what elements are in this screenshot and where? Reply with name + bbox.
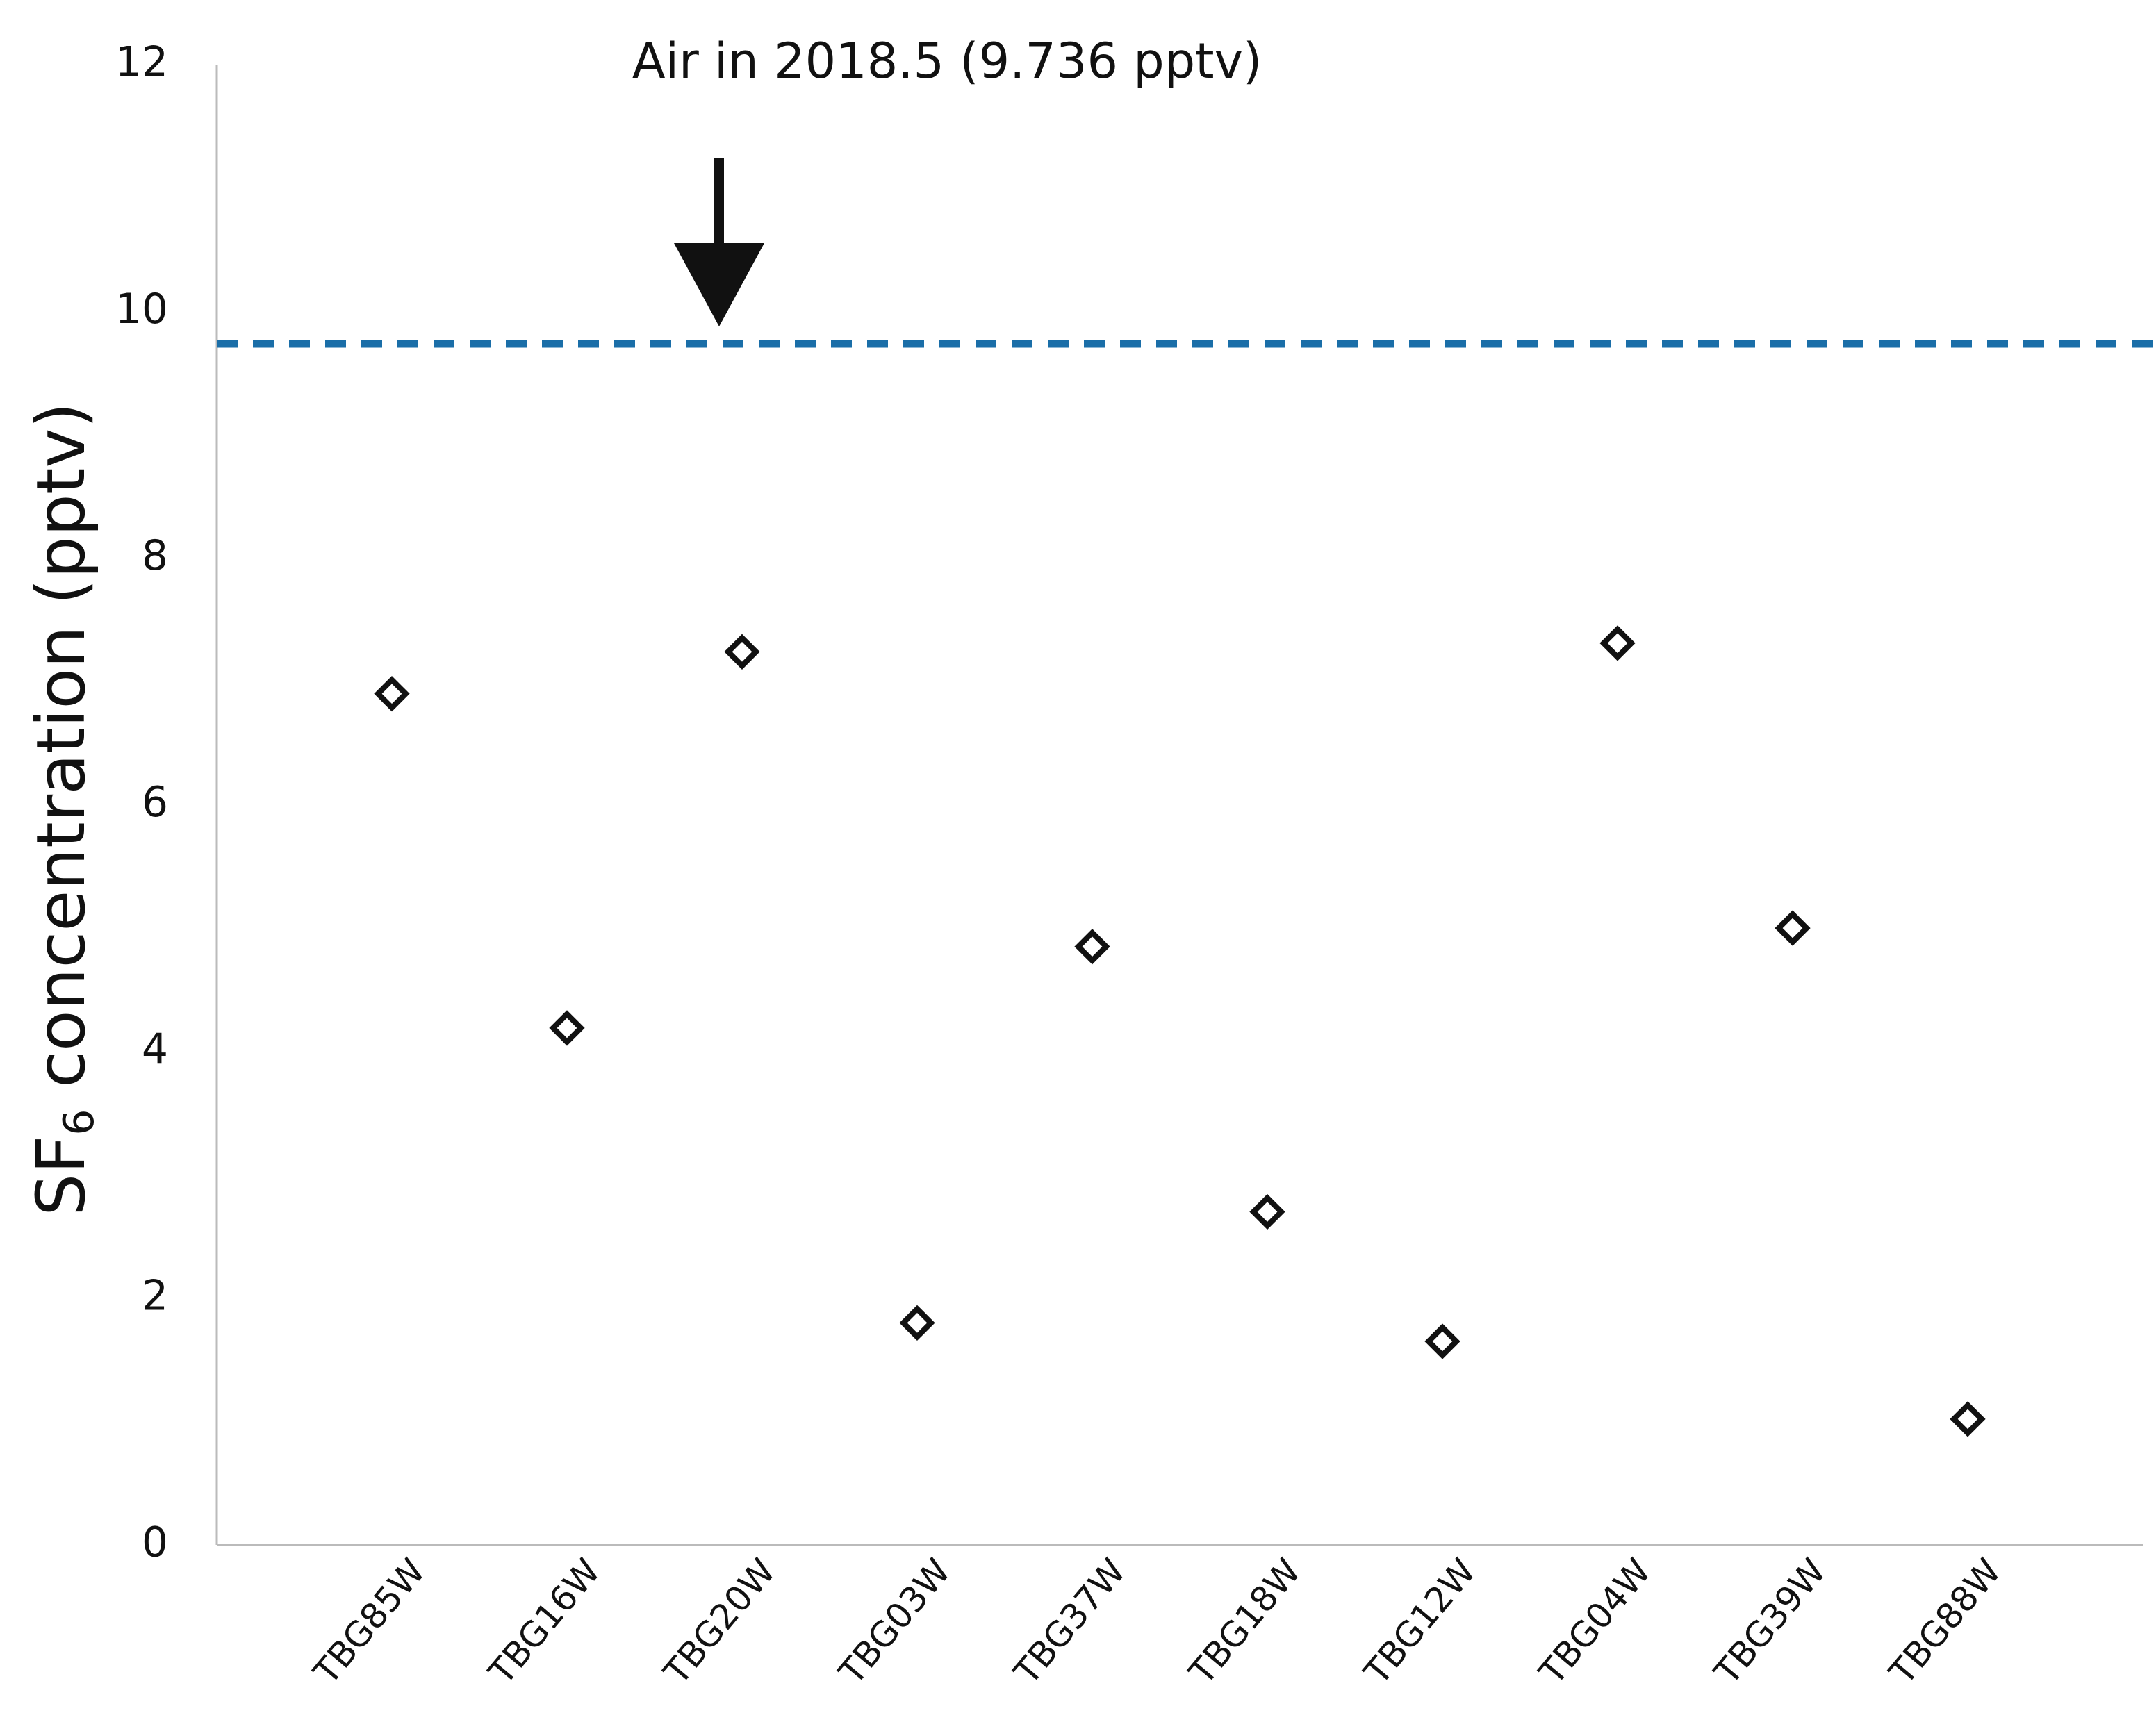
y-tick-label: 2	[142, 1271, 168, 1320]
y-tick-label: 6	[142, 778, 168, 827]
y-tick-label: 4	[142, 1025, 168, 1073]
point	[374, 676, 410, 712]
point	[1599, 625, 1636, 661]
arrow-head	[674, 243, 764, 326]
y-label-main: SF	[22, 1136, 100, 1216]
reference-annotation: Air in 2018.5 (9.736 pptv)	[632, 33, 1262, 90]
x-tick-label: TBG18W	[1181, 1551, 1309, 1692]
point	[1249, 1193, 1285, 1230]
point	[1950, 1401, 1986, 1437]
y-label-rest: concentration (pptv)	[22, 402, 100, 1109]
y-tick-label: 12	[115, 38, 168, 87]
x-tick-label: TBG16W	[481, 1551, 609, 1692]
y-tick-label: 8	[142, 531, 168, 580]
point	[1424, 1323, 1460, 1359]
point	[1074, 929, 1110, 965]
x-tick-label: TBG88W	[1882, 1551, 2009, 1692]
point	[899, 1305, 935, 1341]
y-tick-label: 10	[115, 285, 168, 333]
x-tick-label: TBG12W	[1356, 1551, 1484, 1692]
x-tick-label: TBG37W	[1006, 1551, 1134, 1692]
x-tick-label: TBG20W	[656, 1551, 784, 1692]
y-axis-label: SF6 concentration (pptv)	[22, 402, 103, 1216]
y-tick-label: 0	[142, 1518, 168, 1567]
x-tick-label: TBG04W	[1531, 1551, 1659, 1692]
arrow	[674, 158, 764, 326]
x-tick-label: TBG03W	[831, 1551, 959, 1692]
point	[724, 634, 760, 670]
point	[549, 1010, 585, 1046]
x-tick-label: TBG85W	[306, 1551, 434, 1692]
x-tick-label: TBG39W	[1706, 1551, 1834, 1692]
y-label-subscript: 6	[55, 1109, 104, 1135]
point	[1775, 910, 1811, 946]
